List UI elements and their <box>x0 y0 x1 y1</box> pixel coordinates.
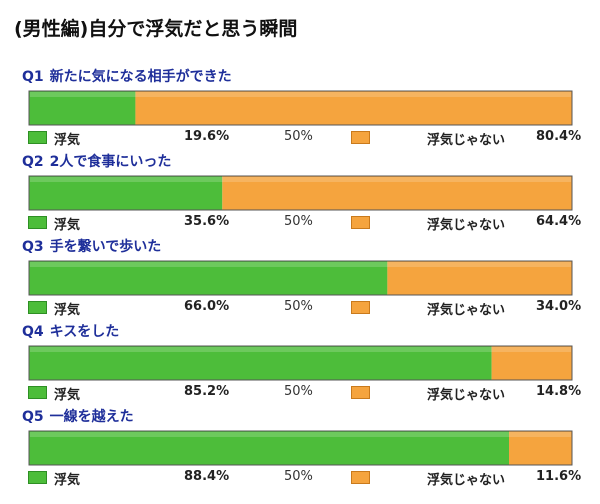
question-text: 新たに気になる相手ができた <box>49 69 232 85</box>
midpoint-label: 50% <box>284 469 313 484</box>
legend-label-not-cheating: 浮気じゃない <box>427 133 506 148</box>
bar-segment-cheating <box>29 346 492 380</box>
question-block: Q2 2人で食事にいった浮気 35.6% 50% 浮気じゃない 64.4% <box>22 151 582 235</box>
stacked-bar-chart <box>28 90 573 126</box>
midpoint-label: 50% <box>284 299 313 314</box>
bar-highlight <box>30 347 571 352</box>
bar-outline <box>28 260 573 296</box>
legend-row: 浮気 35.6% 50% 浮気じゃない 64.4% <box>28 213 582 233</box>
bar-segment-cheating <box>29 91 136 125</box>
question-block: Q3 手を繋いで歩いた浮気 66.0% 50% 浮気じゃない 34.0% <box>22 236 582 320</box>
value-not-cheating: 34.0% <box>536 299 582 314</box>
legend-label-cheating: 浮気 <box>54 388 81 403</box>
bar-outline <box>28 175 573 211</box>
question-id: Q2 <box>22 154 44 170</box>
legend-label-cheating: 浮気 <box>54 133 81 148</box>
bar-segment-cheating <box>29 176 223 210</box>
question-heading: Q1 新たに気になる相手ができた <box>22 66 232 86</box>
legend-row: 浮気 85.2% 50% 浮気じゃない 14.8% <box>28 383 582 403</box>
legend-swatch-not-cheating <box>351 386 370 399</box>
bar-highlight <box>30 92 571 97</box>
value-cheating: 19.6% <box>184 129 230 144</box>
question-text: キスをした <box>49 324 120 340</box>
bar-outline <box>28 90 573 126</box>
question-id: Q4 <box>22 324 44 340</box>
question-heading: Q3 手を繋いで歩いた <box>22 236 161 256</box>
legend-row: 浮気 88.4% 50% 浮気じゃない 11.6% <box>28 468 582 488</box>
bar-segment-cheating <box>29 261 388 295</box>
legend-label-not-cheating: 浮気じゃない <box>427 473 506 488</box>
question-text: 手を繋いで歩いた <box>49 239 162 255</box>
bar-outline <box>28 345 573 381</box>
question-text: 一線を越えた <box>49 409 134 425</box>
bar-outline <box>28 430 573 466</box>
legend-swatch-not-cheating <box>351 131 370 144</box>
legend-swatch-cheating <box>28 131 47 144</box>
legend-swatch-cheating <box>28 216 47 229</box>
legend-label-cheating: 浮気 <box>54 473 81 488</box>
legend-label-not-cheating: 浮気じゃない <box>427 218 506 233</box>
question-block: Q1 新たに気になる相手ができた浮気 19.6% 50% 浮気じゃない 80.4% <box>22 66 582 150</box>
legend-swatch-not-cheating <box>351 471 370 484</box>
value-not-cheating: 14.8% <box>536 384 582 399</box>
bar-segment-not-cheating <box>491 346 572 380</box>
legend-swatch-cheating <box>28 471 47 484</box>
bar-segment-not-cheating <box>509 431 572 465</box>
value-not-cheating: 64.4% <box>536 214 582 229</box>
bar-highlight <box>30 432 571 437</box>
bar-segment-not-cheating <box>222 176 573 210</box>
value-cheating: 88.4% <box>184 469 230 484</box>
bar-segment-cheating <box>29 431 510 465</box>
question-heading: Q4 キスをした <box>22 321 119 341</box>
stacked-bar-chart <box>28 260 573 296</box>
bar-highlight <box>30 177 571 182</box>
legend-label-cheating: 浮気 <box>54 303 81 318</box>
question-id: Q1 <box>22 69 44 85</box>
question-block: Q4 キスをした浮気 85.2% 50% 浮気じゃない 14.8% <box>22 321 582 405</box>
bar-highlight <box>30 262 571 267</box>
legend-label-not-cheating: 浮気じゃない <box>427 388 506 403</box>
value-cheating: 35.6% <box>184 214 230 229</box>
value-cheating: 85.2% <box>184 384 230 399</box>
legend-label-not-cheating: 浮気じゃない <box>427 303 506 318</box>
value-cheating: 66.0% <box>184 299 230 314</box>
legend-swatch-not-cheating <box>351 301 370 314</box>
page-title: (男性編)自分で浮気だと思う瞬間 <box>14 18 298 40</box>
legend-row: 浮気 19.6% 50% 浮気じゃない 80.4% <box>28 128 582 148</box>
question-id: Q3 <box>22 239 44 255</box>
question-text: 2人で食事にいった <box>49 154 172 170</box>
question-heading: Q2 2人で食事にいった <box>22 151 171 171</box>
midpoint-label: 50% <box>284 384 313 399</box>
bar-segment-not-cheating <box>135 91 572 125</box>
legend-swatch-cheating <box>28 301 47 314</box>
value-not-cheating: 11.6% <box>536 469 582 484</box>
stacked-bar-chart <box>28 345 573 381</box>
question-heading: Q5 一線を越えた <box>22 406 134 426</box>
value-not-cheating: 80.4% <box>536 129 582 144</box>
stacked-bar-chart <box>28 175 573 211</box>
question-id: Q5 <box>22 409 44 425</box>
legend-row: 浮気 66.0% 50% 浮気じゃない 34.0% <box>28 298 582 318</box>
legend-swatch-not-cheating <box>351 216 370 229</box>
midpoint-label: 50% <box>284 129 313 144</box>
bar-segment-not-cheating <box>387 261 572 295</box>
legend-label-cheating: 浮気 <box>54 218 81 233</box>
midpoint-label: 50% <box>284 214 313 229</box>
stacked-bar-chart <box>28 430 573 466</box>
question-block: Q5 一線を越えた浮気 88.4% 50% 浮気じゃない 11.6% <box>22 406 582 490</box>
legend-swatch-cheating <box>28 386 47 399</box>
